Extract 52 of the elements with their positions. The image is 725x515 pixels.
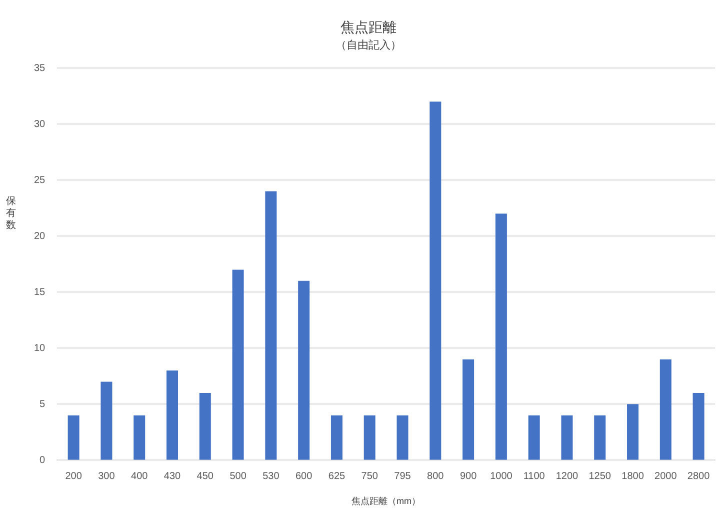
x-tick-label: 1100 [523,470,546,482]
bar [692,392,704,460]
x-tick-label: 900 [460,470,478,482]
bar [330,415,342,460]
bar [232,270,244,460]
y-tick-label: 30 [34,118,46,130]
bar [68,415,80,460]
x-tick-label: 200 [65,470,82,482]
x-tick-label: 600 [295,470,313,482]
x-tick-label: 1200 [556,470,579,482]
y-tick-label: 25 [34,174,46,186]
x-tick-label: 2800 [687,470,710,482]
bar [265,191,277,460]
x-tick-label: 430 [164,470,182,482]
y-tick-label: 15 [34,286,46,298]
x-axis-title: 焦点距離（mm） [352,496,421,506]
x-tick-label: 400 [131,470,148,482]
y-tick-label: 10 [34,342,46,354]
x-tick-label: 800 [427,470,444,482]
bar [199,392,211,460]
bar [166,370,178,460]
x-tick-label: 1800 [622,470,644,482]
x-tick-label: 2000 [654,470,678,482]
bar [594,415,606,460]
y-tick-label: 0 [40,454,46,466]
x-tick-label: 1000 [490,470,513,482]
bar [100,382,112,460]
y-tick-label: 35 [34,62,46,74]
bar [528,415,540,460]
x-tick-label: 530 [262,470,280,482]
x-tick-label: 750 [361,470,378,482]
x-tick-label: 450 [196,470,214,482]
bar [627,404,639,460]
y-tick-label: 20 [34,230,46,242]
bar [561,415,573,460]
chart-subtitle: （自由記入） [336,38,402,52]
y-axis-title: 保有数 [5,196,17,232]
bar [462,359,474,460]
x-tick-label: 300 [98,470,116,482]
bar [298,280,310,460]
bar [134,415,146,460]
bar [660,359,672,460]
x-tick-label: 500 [230,470,247,482]
x-tick-label: 795 [394,470,412,482]
bar [396,415,408,460]
bar [495,214,507,460]
chart-title: 焦点距離 [340,20,396,36]
bar [430,102,442,460]
x-tick-label: 1250 [588,470,612,482]
y-tick-label: 5 [40,398,46,410]
bar [364,415,376,460]
x-tick-label: 625 [328,470,346,482]
